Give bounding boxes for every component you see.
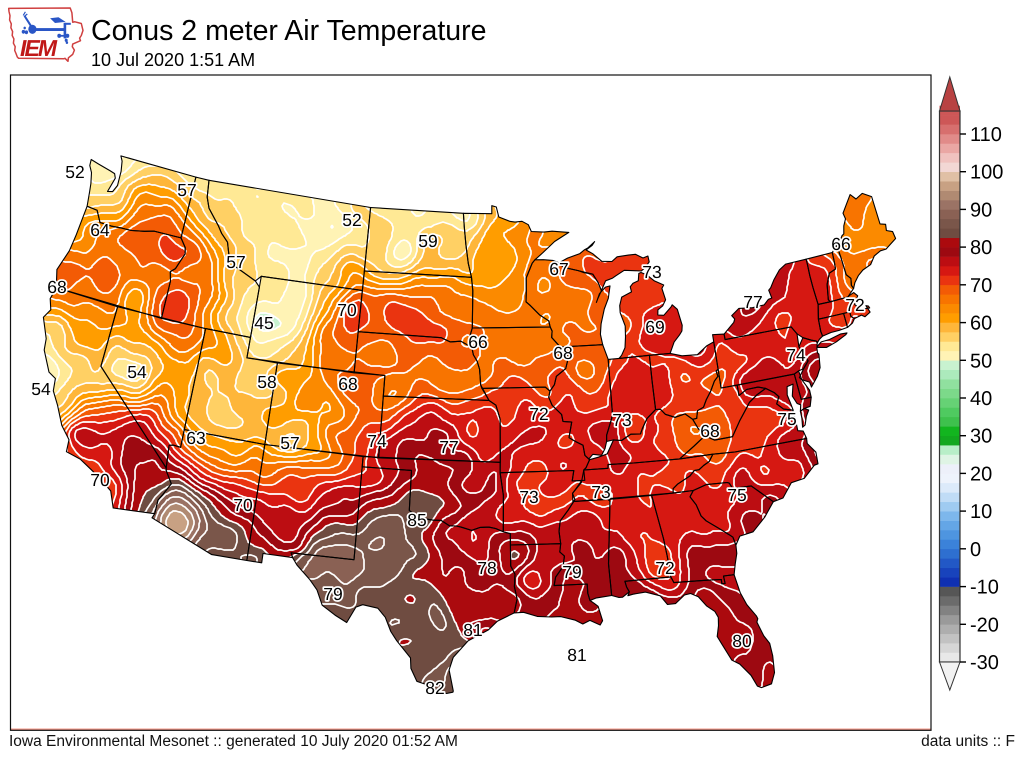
svg-text:100: 100	[970, 162, 1003, 184]
svg-text:68: 68	[700, 421, 719, 441]
svg-text:10: 10	[970, 501, 992, 523]
svg-text:75: 75	[777, 409, 796, 429]
svg-text:80: 80	[970, 237, 992, 259]
svg-text:85: 85	[407, 510, 426, 530]
svg-text:30: 30	[970, 426, 992, 448]
svg-text:68: 68	[338, 374, 357, 394]
svg-text:70: 70	[970, 275, 992, 297]
svg-text:74: 74	[367, 431, 387, 451]
svg-text:77: 77	[439, 437, 458, 457]
svg-text:80: 80	[732, 631, 752, 651]
svg-text:110: 110	[970, 124, 1002, 146]
svg-text:72: 72	[529, 404, 548, 424]
svg-text:70: 70	[337, 300, 357, 320]
svg-text:52: 52	[65, 162, 84, 182]
svg-text:-10: -10	[970, 577, 999, 599]
svg-text:67: 67	[549, 259, 568, 279]
svg-text:40: 40	[970, 388, 992, 410]
svg-text:54: 54	[127, 362, 147, 382]
svg-text:54: 54	[31, 379, 51, 399]
svg-text:77: 77	[743, 292, 762, 312]
svg-text:IEM: IEM	[20, 35, 58, 61]
svg-text:45: 45	[254, 313, 273, 333]
svg-text:63: 63	[186, 428, 205, 448]
svg-text:68: 68	[47, 277, 66, 297]
svg-text:73: 73	[642, 262, 661, 282]
svg-text:74: 74	[786, 345, 806, 365]
svg-text:81: 81	[567, 645, 586, 665]
svg-text:90: 90	[970, 199, 992, 221]
svg-text:50: 50	[970, 350, 992, 372]
svg-text:66: 66	[831, 234, 850, 254]
svg-text:68: 68	[553, 343, 572, 363]
svg-text:0: 0	[970, 539, 981, 561]
svg-text:73: 73	[519, 487, 538, 507]
svg-text:81: 81	[463, 620, 482, 640]
svg-text:70: 70	[90, 470, 110, 490]
svg-text:69: 69	[645, 317, 664, 337]
svg-text:78: 78	[477, 558, 496, 578]
svg-text:59: 59	[418, 231, 437, 251]
svg-text:64: 64	[90, 220, 110, 240]
svg-text:20: 20	[970, 463, 992, 485]
svg-text:72: 72	[845, 295, 864, 315]
svg-text:57: 57	[226, 252, 245, 272]
svg-text:73: 73	[591, 482, 610, 502]
svg-text:-20: -20	[970, 614, 999, 636]
svg-text:82: 82	[425, 678, 444, 698]
svg-text:57: 57	[280, 433, 299, 453]
svg-text:70: 70	[233, 495, 253, 515]
svg-text:72: 72	[655, 558, 674, 578]
svg-text:-30: -30	[970, 652, 999, 674]
svg-text:58: 58	[257, 372, 276, 392]
svg-text:73: 73	[612, 410, 631, 430]
svg-text:79: 79	[562, 562, 581, 582]
svg-text:66: 66	[468, 332, 487, 352]
svg-text:75: 75	[727, 485, 746, 505]
svg-text:60: 60	[970, 313, 992, 335]
svg-text:57: 57	[177, 180, 196, 200]
svg-text:52: 52	[342, 210, 361, 230]
svg-text:79: 79	[323, 584, 342, 604]
